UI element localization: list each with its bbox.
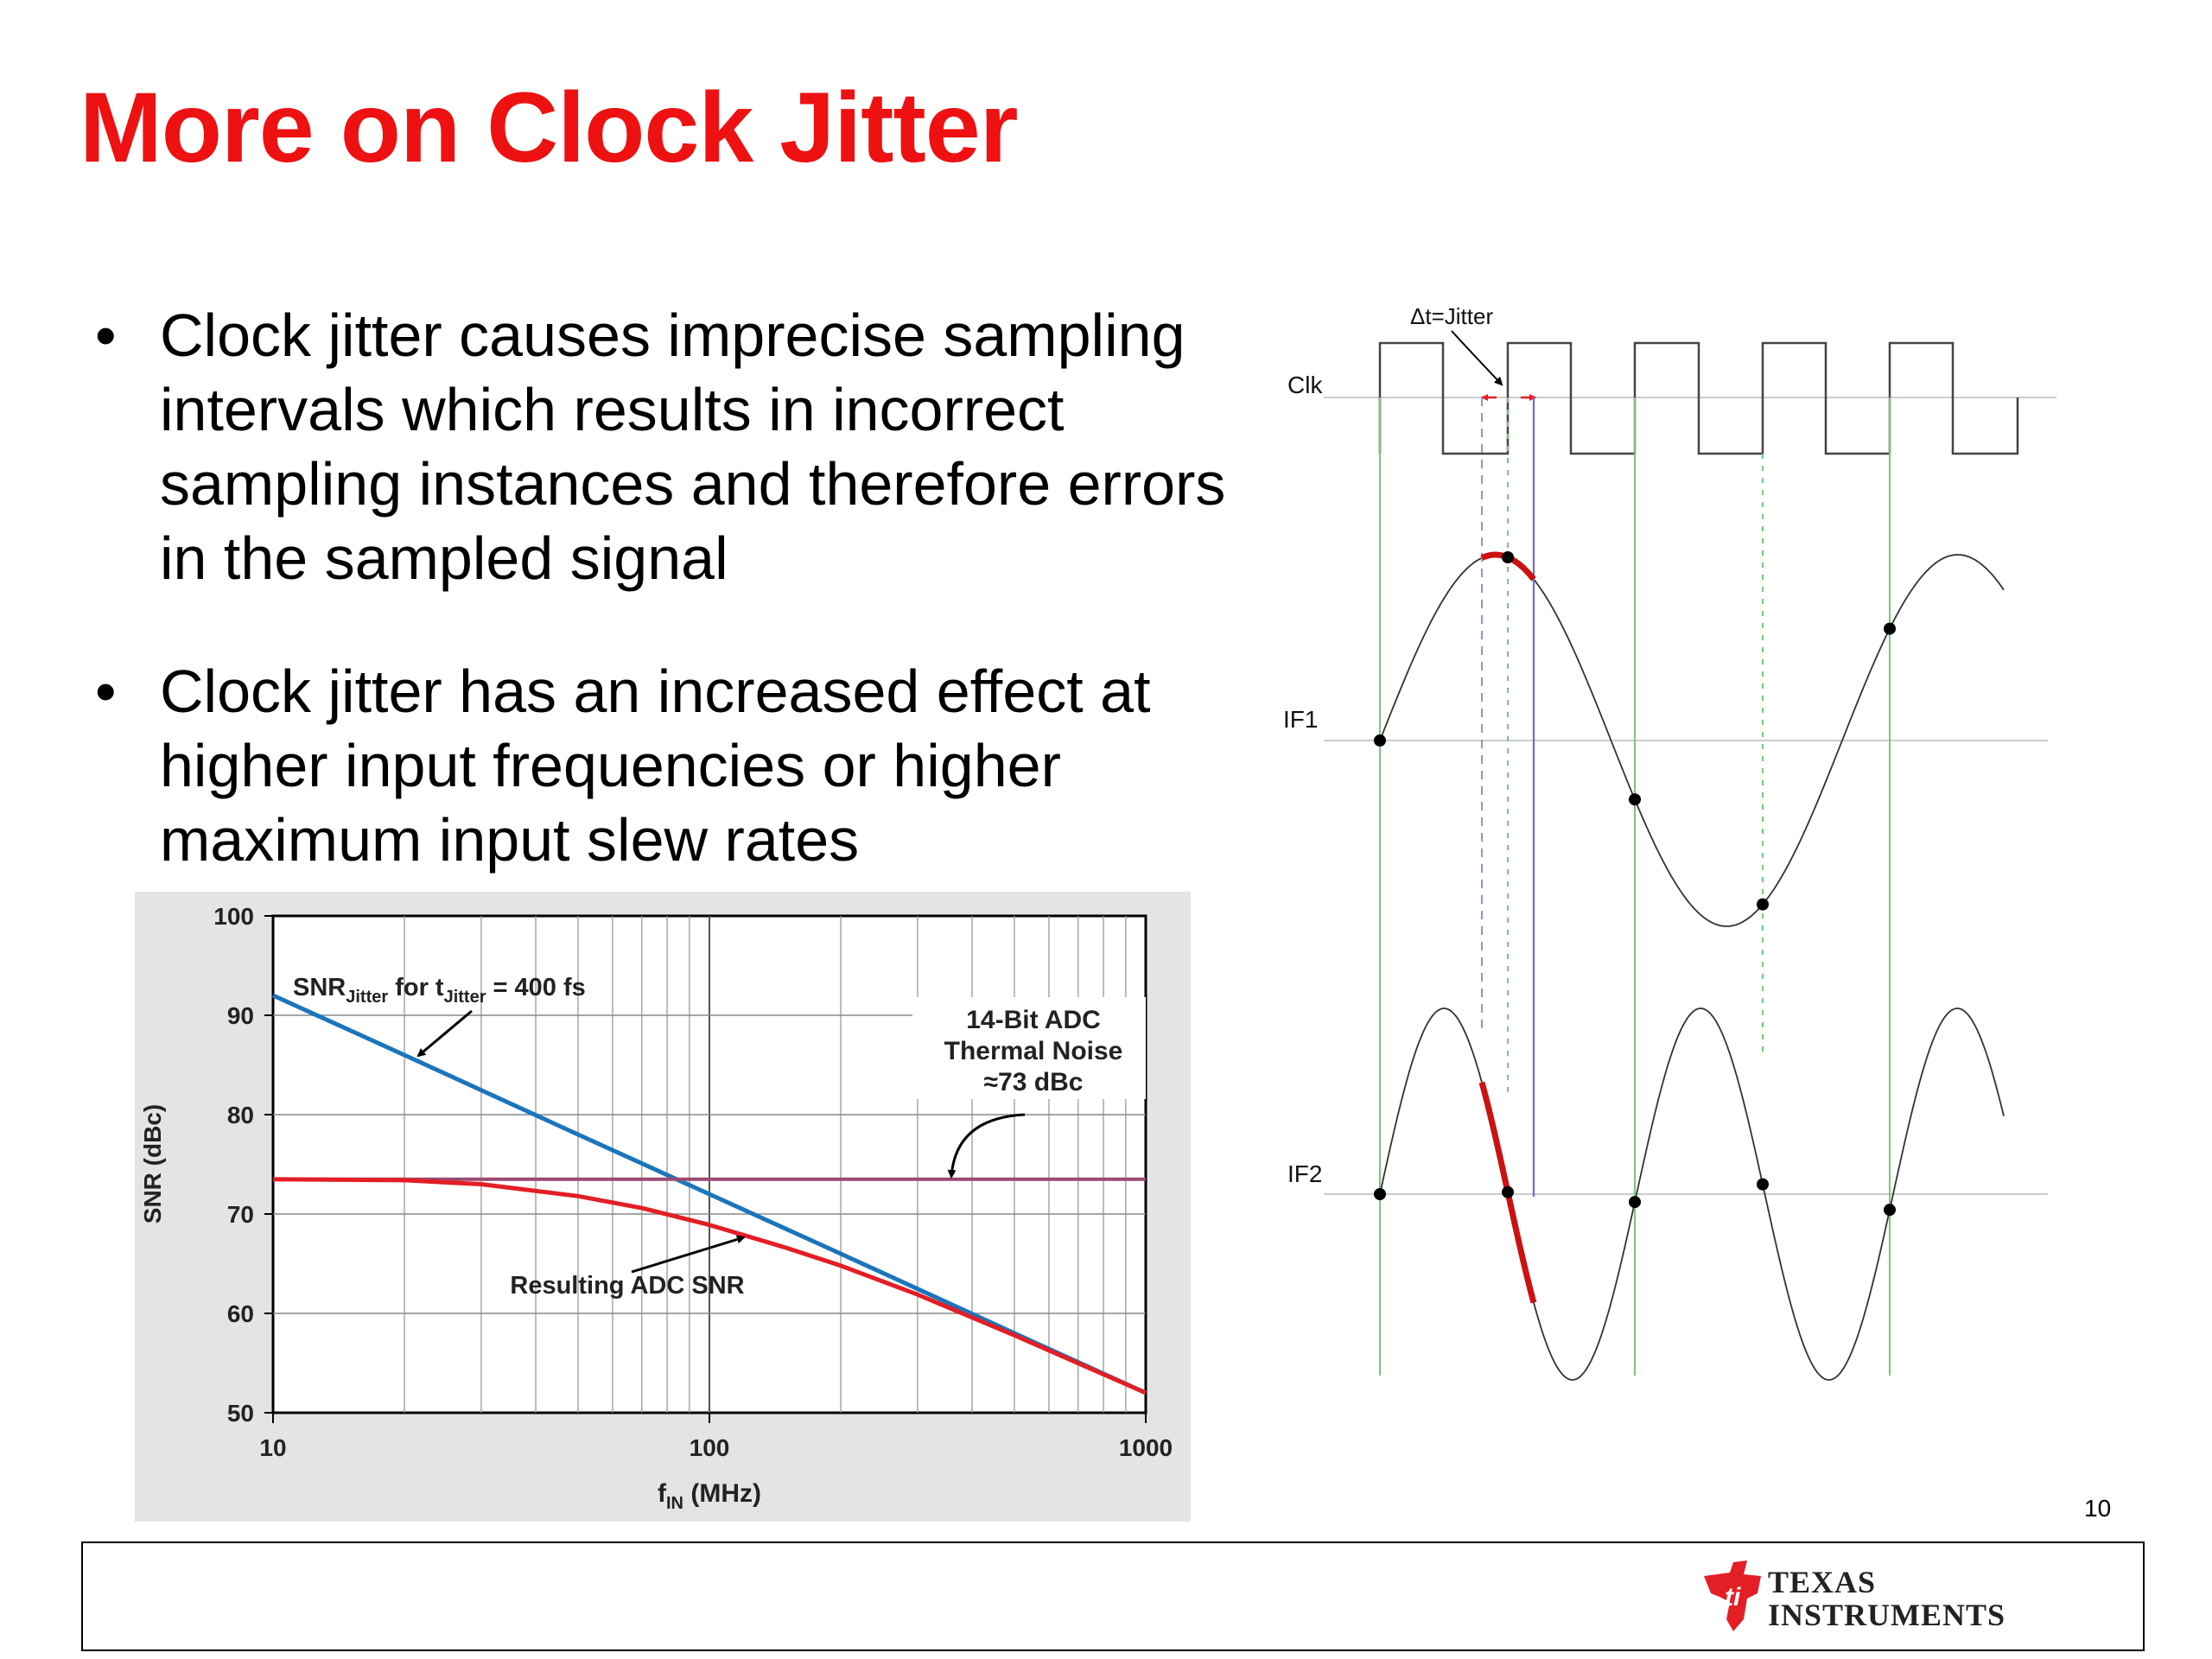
if1-label: IF1 [1283,706,1318,733]
jitter-annotation: SNRJitter for tJitter = 400 fs [293,974,586,1007]
if2-label: IF2 [1287,1160,1322,1187]
bullet-dot-icon: • [95,302,117,369]
snr-chart: 50 60 70 80 90 100 10 100 1000 SNR (dBc) fIN (MH… [135,892,1191,1522]
svg-text:ti: ti [1725,1583,1741,1611]
bullet-list: • Clock jitter causes imprecise sampling … [95,298,1236,936]
jitter-label: Δt=Jitter [1410,303,1493,329]
y-tick-label: 60 [227,1300,254,1327]
footer-bar: ti TEXAS INSTRUMENTS [81,1541,2145,1651]
clock-waveform [1378,341,2019,455]
if1-sample-dot [1502,551,1514,564]
thermal-label-background [912,997,1146,1099]
chart-ticks: 50 60 70 80 90 100 10 100 1000 [213,903,1173,1461]
page-number: 10 [2084,1495,2112,1522]
y-tick-label: 70 [227,1201,254,1228]
diagram-waveforms [1374,397,2005,1381]
texas-instruments-logo-icon: ti [1704,1560,1761,1631]
if2-sample-dot [1884,1204,1896,1217]
texas-instruments-logo: ti TEXAS INSTRUMENTS [1699,1559,2005,1637]
bullet-item: • Clock jitter causes imprecise sampling … [95,298,1236,595]
if1-sample-dot [1629,793,1641,806]
y-axis-label: SNR (dBc) [139,1104,166,1224]
if2-sample-dot [1629,1196,1641,1209]
resulting-annotation: Resulting ADC SNR [510,1272,744,1300]
y-tick-label: 50 [227,1400,254,1427]
thermal-annotation-line2: Thermal Noise [944,1037,1123,1065]
logo-wordmark: TEXAS INSTRUMENTS [1768,1565,2006,1632]
y-tick-label: 80 [227,1102,254,1128]
if1-sample-dot [1374,734,1386,747]
thermal-annotation-line3: ≈73 dBc [984,1068,1084,1096]
snr-chart-svg: 50 60 70 80 90 100 10 100 1000 SNR (dBc) fIN (MH… [139,903,1173,1513]
thermal-annotation-line1: 14-Bit ADC [966,1006,1101,1034]
jitter-timing-diagram: Δt=Jitter Clk IF1 IF2 [1283,303,2056,1381]
resulting-annotation-arrow [631,1235,746,1274]
x-tick-label: 100 [690,1434,730,1461]
bullet-item: • Clock jitter has an increased effect at… [95,654,1236,877]
x-tick-label: 1000 [1119,1434,1173,1461]
y-tick-label: 90 [227,1002,254,1029]
chart-series [271,993,1147,1395]
jitter-pointer-arrow [1451,330,1503,386]
y-tick-label: 100 [213,903,254,930]
thermal-annotation-arrow [947,1113,1026,1179]
clk-label: Clk [1287,372,1323,398]
x-axis-label: fIN (MHz) [658,1479,761,1513]
resulting-adc-snr-line [272,1177,1147,1395]
if1-sample-dot [1757,898,1769,911]
if2-sample-dot [1502,1185,1514,1198]
bullet-dot-icon: • [95,658,117,725]
slide-title: More on Clock Jitter [79,73,1018,183]
if1-sample-dot [1884,622,1896,635]
if2-sample-dot [1374,1188,1386,1200]
jitter-annotation-arrow [416,1009,473,1058]
if2-sample-dot [1757,1178,1769,1191]
x-tick-label: 10 [259,1434,286,1461]
